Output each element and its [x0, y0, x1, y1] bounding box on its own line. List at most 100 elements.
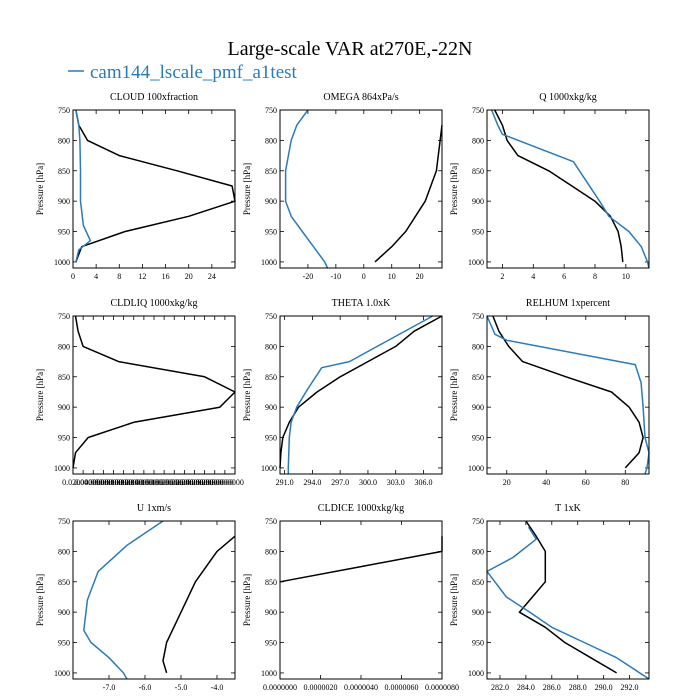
x-tick-label: -10	[331, 272, 342, 281]
x-tick-label: 20	[185, 272, 193, 281]
x-tick-label: 0.24000000	[176, 478, 214, 487]
x-tick-label: 6	[562, 272, 566, 281]
y-tick-label: 800	[472, 136, 484, 145]
x-tick-label: 290.0	[595, 683, 613, 692]
y-tick-label: 850	[472, 167, 484, 176]
x-tick-label: 0	[71, 272, 75, 281]
y-tick-label: 950	[265, 639, 277, 648]
x-tick-label: 4	[531, 272, 535, 281]
plot-frame	[279, 315, 443, 475]
series-line-ref	[518, 520, 617, 674]
x-tick-label: 303.0	[387, 478, 405, 487]
figure-title: Large-scale VAR at270E,-22N	[228, 38, 473, 60]
y-tick-label: 900	[265, 197, 277, 206]
y-tick-label: 750	[58, 517, 70, 526]
series-line-test	[75, 109, 92, 263]
y-tick-label: 900	[58, 197, 70, 206]
legend-label-test: cam144_lscale_pmf_a1test	[90, 62, 298, 83]
y-tick-label: 900	[472, 403, 484, 412]
y-tick-label: 750	[265, 106, 277, 115]
x-tick-label: 0.0000000	[263, 683, 297, 692]
x-tick-label: 60	[582, 478, 590, 487]
plot-frame	[72, 315, 236, 475]
plot-frame	[279, 109, 443, 269]
y-tick-label: 1000	[468, 464, 484, 473]
y-tick-label: 850	[265, 167, 277, 176]
y-axis-label: Pressure [hPa]	[35, 369, 45, 421]
y-axis-label: Pressure [hPa]	[35, 574, 45, 626]
x-tick-label: -6.0	[139, 683, 152, 692]
y-tick-label: 900	[58, 608, 70, 617]
y-tick-label: 950	[472, 639, 484, 648]
y-tick-label: 800	[58, 136, 70, 145]
x-tick-label: 0.0000080	[425, 683, 459, 692]
y-tick-label: 950	[472, 434, 484, 443]
x-tick-label: 0.06000000	[84, 478, 122, 487]
x-tick-label: 0.12000000	[115, 478, 153, 487]
series-line-ref	[162, 535, 236, 674]
panel-2: OMEGA 864xPa/s Pressure [hPa] 750 800 850 900…	[242, 92, 443, 281]
series-line-ref	[279, 315, 443, 468]
x-tick-label: 0.020000000	[62, 478, 104, 487]
series-line-ref	[72, 315, 236, 469]
y-tick-label: 750	[265, 517, 277, 526]
x-tick-label: -7.0	[103, 683, 116, 692]
y-tick-label: 1000	[54, 258, 70, 267]
y-tick-label: 900	[265, 403, 277, 412]
series-line-test	[287, 315, 434, 474]
y-tick-label: 950	[472, 228, 484, 237]
x-tick-label: 12	[138, 272, 146, 281]
panel-3: Q 1000xkg/kg Pressure [hPa] 750 800 850 900 95…	[449, 92, 650, 281]
legend: cam144_lscale_pmf_a1test	[68, 62, 298, 83]
y-tick-label: 750	[472, 312, 484, 321]
x-tick-label: 288.0	[569, 683, 587, 692]
y-tick-label: 800	[265, 547, 277, 556]
y-tick-label: 750	[58, 106, 70, 115]
x-tick-label: 0.18000000	[145, 478, 183, 487]
y-tick-label: 1000	[261, 464, 277, 473]
x-tick-label: 20	[503, 478, 511, 487]
y-tick-label: 850	[472, 578, 484, 587]
y-tick-label: 1000	[54, 464, 70, 473]
x-tick-label: 284.0	[517, 683, 535, 692]
y-tick-label: 750	[58, 312, 70, 321]
y-tick-label: 1000	[468, 258, 484, 267]
panel-title: T 1xK	[555, 503, 581, 514]
y-axis-label: Pressure [hPa]	[449, 163, 459, 215]
y-tick-label: 950	[265, 434, 277, 443]
panel-title: OMEGA 864xPa/s	[323, 92, 398, 103]
y-tick-label: 850	[265, 578, 277, 587]
y-axis-label: Pressure [hPa]	[242, 369, 252, 421]
panel-title: THETA 1.0xK	[332, 298, 391, 309]
series-line-test	[83, 520, 164, 680]
y-tick-label: 950	[58, 434, 70, 443]
x-tick-label: 286.0	[543, 683, 561, 692]
x-tick-label: 300.0	[359, 478, 377, 487]
plot-frame	[486, 315, 650, 475]
x-tick-label: 294.0	[303, 478, 321, 487]
panel-7: U 1xm/s Pressure [hPa] 750 800 850 900 950 1000…	[35, 503, 236, 692]
panel-title: CLDLIQ 1000xkg/kg	[111, 298, 198, 309]
x-tick-label: 0.28000000	[196, 478, 234, 487]
y-tick-label: 1000	[261, 258, 277, 267]
y-tick-label: 1000	[54, 669, 70, 678]
y-tick-label: 800	[472, 342, 484, 351]
plot-frame	[72, 520, 236, 680]
x-tick-label: 16	[162, 272, 170, 281]
y-tick-label: 900	[472, 608, 484, 617]
y-tick-label: 850	[58, 578, 70, 587]
plot-frame	[486, 520, 650, 680]
y-tick-label: 850	[58, 373, 70, 382]
y-tick-label: 950	[265, 228, 277, 237]
x-tick-label: 0.16000000	[135, 478, 173, 487]
x-tick-label: 0.14000000	[125, 478, 163, 487]
x-tick-label: 40	[542, 478, 550, 487]
panel-title: U 1xm/s	[137, 503, 171, 514]
y-tick-label: 750	[265, 312, 277, 321]
y-axis-label: Pressure [hPa]	[449, 369, 459, 421]
x-tick-label: 0.04000000	[74, 478, 112, 487]
y-tick-label: 800	[472, 547, 484, 556]
x-tick-label: 0.08000000	[95, 478, 133, 487]
y-tick-label: 750	[472, 106, 484, 115]
